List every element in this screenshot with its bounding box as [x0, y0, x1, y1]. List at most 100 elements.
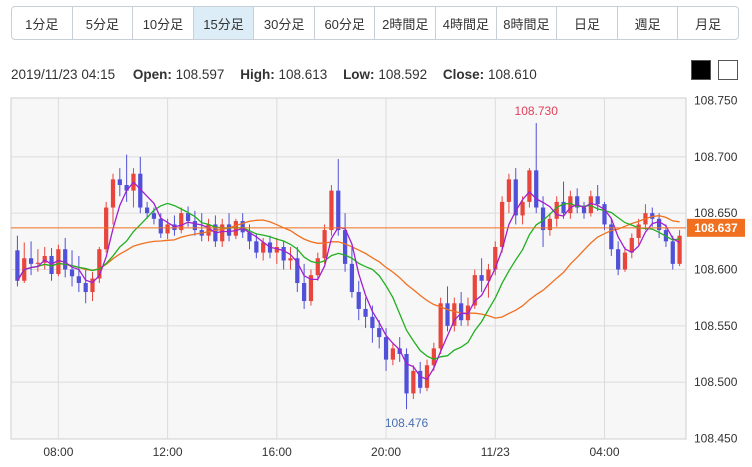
y-tick-label: 108.600 — [694, 263, 738, 277]
y-tick-label: 108.750 — [694, 94, 738, 108]
x-tick-label: 16:00 — [262, 445, 292, 459]
high-price-annotation: 108.730 — [515, 104, 559, 118]
candle-body — [575, 196, 580, 208]
x-tick-label: 04:00 — [589, 445, 619, 459]
candle-body — [233, 221, 238, 236]
candle-body — [424, 365, 430, 388]
candle-body — [595, 196, 600, 205]
x-axis: 08:00 12:00 16:00 20:00 11/23 04:00 — [43, 445, 619, 459]
candlestick-chart[interactable]: 108.750 108.700 108.650 108.600 108.550 108.5… — [0, 90, 752, 467]
open-value: 108.597 — [175, 67, 225, 82]
candle-body — [609, 224, 614, 250]
candle-body — [431, 348, 436, 366]
candle-body — [35, 262, 41, 264]
current-price: 108.637 — [11, 218, 745, 237]
candle-body — [349, 263, 355, 293]
candle-body — [240, 221, 245, 233]
candle-body — [185, 213, 191, 222]
candle-body — [670, 241, 675, 264]
candle-body — [363, 308, 368, 317]
candle-body — [561, 201, 566, 214]
tab-timeframe[interactable]: 週足 — [618, 7, 679, 39]
candle-body — [261, 242, 266, 253]
candle-body — [622, 252, 628, 270]
candle-body — [554, 201, 559, 219]
plot-area — [10, 97, 687, 440]
candle-body — [192, 221, 198, 231]
candle-body — [15, 250, 20, 281]
y-axis: 108.750 108.700 108.650 108.600 108.550 108.5… — [694, 94, 738, 446]
candle-body — [124, 185, 129, 191]
candle-body — [302, 283, 307, 302]
candle-body — [677, 235, 682, 264]
moving-averages — [16, 181, 680, 381]
candle-body — [499, 201, 505, 247]
y-tick-label: 108.700 — [694, 150, 738, 164]
y-tick-label: 108.500 — [694, 375, 738, 389]
dark-theme-button[interactable] — [691, 60, 711, 80]
candle-body — [220, 224, 225, 242]
candle-body — [308, 275, 314, 302]
candle-body — [486, 269, 491, 281]
tab-timeframe[interactable]: 4時間足 — [436, 7, 497, 39]
candle-body — [656, 218, 662, 231]
tab-timeframe[interactable]: 日足 — [557, 7, 618, 39]
ma-mid-line — [16, 202, 680, 361]
candle-body — [370, 316, 375, 329]
ohlc-timestamp: 2019/11/23 04:15 — [11, 67, 116, 82]
candle-body — [629, 237, 634, 253]
ohlc-readout: 2019/11/23 04:15 Open: 108.597 High: 108… — [11, 67, 537, 82]
candle-body — [329, 190, 334, 231]
candle-body — [404, 354, 409, 394]
low-value: 108.592 — [378, 67, 428, 82]
candle-body — [206, 224, 211, 236]
y-tick-label: 108.450 — [694, 432, 738, 446]
candle-body — [520, 201, 525, 216]
candle-body — [383, 337, 389, 360]
tab-timeframe[interactable]: 8時間足 — [497, 7, 558, 39]
candle-body — [568, 196, 573, 214]
x-tick-label: 08:00 — [43, 445, 73, 459]
candle-body — [534, 170, 539, 208]
current-price-label: 108.637 — [694, 221, 738, 235]
candle-body — [356, 292, 361, 309]
tab-timeframe[interactable]: 5分足 — [73, 7, 134, 39]
candle-body — [226, 224, 232, 236]
candle-body — [377, 328, 382, 338]
ma-short-line — [16, 181, 680, 381]
tab-timeframe[interactable]: 60分足 — [315, 7, 376, 39]
candle-body — [56, 249, 61, 275]
close-label: Close: — [442, 67, 485, 82]
tab-timeframe[interactable]: 月足 — [695, 16, 722, 32]
tab-timeframe[interactable]: 10分足 — [133, 7, 194, 39]
candle-body — [336, 190, 341, 231]
candle-body — [506, 179, 512, 202]
candle-body — [479, 275, 484, 281]
low-price-annotation: 108.476 — [385, 416, 429, 430]
candle-body — [390, 348, 395, 360]
tab-timeframe[interactable]: 15分足 — [193, 7, 255, 39]
candle-body — [540, 207, 546, 231]
candle-body — [104, 207, 109, 250]
candle-body — [581, 207, 587, 214]
candle-body — [281, 246, 286, 261]
candle-body — [76, 276, 81, 284]
close-value: 108.610 — [487, 67, 537, 82]
candle-body — [288, 258, 293, 261]
candle-body — [117, 179, 122, 185]
candle-body — [165, 224, 170, 234]
candle-body — [110, 179, 116, 208]
candle-body — [513, 179, 518, 216]
candle-body — [418, 370, 423, 388]
tab-timeframe[interactable]: 2時間足 — [375, 7, 437, 39]
candle-body — [145, 207, 150, 214]
candle-body — [588, 196, 593, 214]
light-theme-button[interactable] — [718, 60, 738, 80]
tab-timeframe[interactable]: 30分足 — [254, 7, 315, 39]
candle-body — [547, 218, 552, 231]
high-value: 108.613 — [278, 67, 328, 82]
candle-body — [493, 246, 498, 270]
tab-timeframe[interactable]: 1分足 — [12, 7, 73, 39]
candle-body — [445, 303, 450, 326]
candle-body — [459, 303, 464, 321]
